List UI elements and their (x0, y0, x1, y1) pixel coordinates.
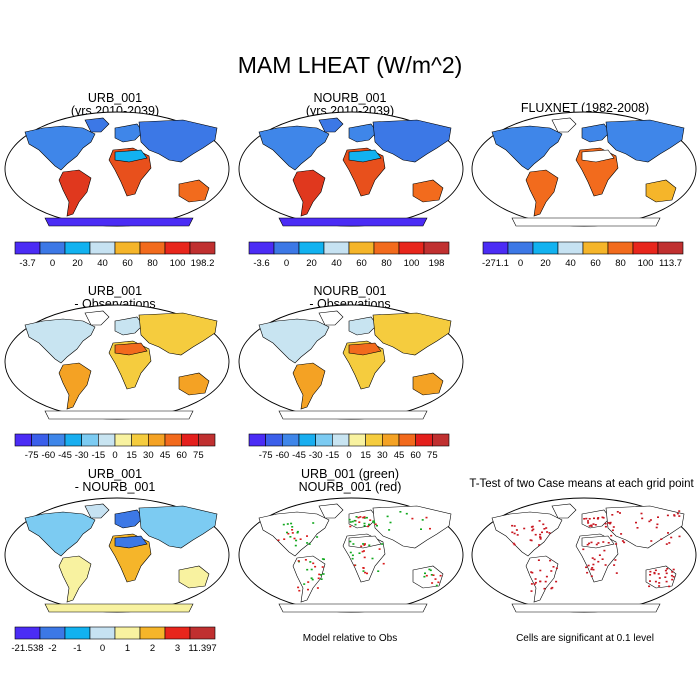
svg-text:-45: -45 (58, 450, 72, 461)
map-ttest (471, 497, 697, 613)
svg-text:-45: -45 (292, 450, 306, 461)
colorbar-urb-minus-nourb: -21.538 -2 -1 0 1 2 3 11.397 (11, 626, 217, 654)
note-model-relative: Model relative to Obs (302, 633, 398, 644)
svg-text:-3.7: -3.7 (19, 258, 35, 269)
svg-text:40: 40 (97, 258, 108, 269)
colorbar-urb: -3.7 0 20 40 60 80 100 198.2 (14, 241, 216, 269)
main-title: MAM LHEAT (W/m^2) (237, 52, 463, 78)
svg-text:2: 2 (150, 643, 155, 654)
svg-text:60: 60 (590, 258, 601, 269)
svg-text:-75: -75 (25, 450, 39, 461)
svg-text:20: 20 (72, 258, 83, 269)
svg-text:60: 60 (176, 450, 187, 461)
map-urb-minus-nourb (4, 497, 230, 613)
svg-text:75: 75 (193, 450, 204, 461)
svg-text:100: 100 (638, 258, 654, 269)
svg-text:-2: -2 (48, 643, 56, 654)
svg-text:-21.538: -21.538 (11, 643, 43, 654)
svg-text:-30: -30 (75, 450, 89, 461)
svg-text:80: 80 (615, 258, 626, 269)
colorbar-fluxnet: -271.1 0 20 40 60 80 100 113.7 (482, 241, 684, 269)
panel-title-urb-minus-nourb: URB_001- NOURB_001 (74, 467, 156, 494)
svg-text:80: 80 (147, 258, 158, 269)
svg-text:0: 0 (346, 450, 351, 461)
svg-text:0: 0 (284, 258, 289, 269)
svg-text:40: 40 (565, 258, 576, 269)
map-urb-obs (4, 304, 230, 420)
svg-text:-15: -15 (325, 450, 339, 461)
svg-text:-30: -30 (309, 450, 323, 461)
svg-text:-75: -75 (259, 450, 273, 461)
svg-text:60: 60 (410, 450, 421, 461)
svg-text:30: 30 (143, 450, 154, 461)
svg-text:45: 45 (160, 450, 171, 461)
svg-text:75: 75 (427, 450, 438, 461)
map-urb (4, 111, 230, 227)
colorbar-nourb-obs: -75 -60 -45 -30 -15 0 15 30 45 60 75 (248, 433, 450, 461)
svg-text:-60: -60 (275, 450, 289, 461)
svg-text:15: 15 (360, 450, 371, 461)
svg-text:15: 15 (126, 450, 137, 461)
svg-text:0: 0 (100, 643, 105, 654)
colorbar-nourb: -3.6 0 20 40 60 80 100 198 (248, 241, 450, 269)
svg-text:80: 80 (381, 258, 392, 269)
svg-text:40: 40 (331, 258, 342, 269)
colorbar-urb-obs: -75 -60 -45 -30 -15 0 15 30 45 60 75 (14, 433, 216, 461)
svg-text:30: 30 (377, 450, 388, 461)
panel-title-fluxnet: FLUXNET (1982-2008) (520, 101, 650, 115)
svg-text:0: 0 (50, 258, 55, 269)
map-nourb (238, 111, 464, 227)
svg-text:11.397: 11.397 (188, 643, 216, 654)
svg-text:-15: -15 (91, 450, 105, 461)
map-nourb-obs (238, 304, 464, 420)
svg-text:60: 60 (356, 258, 367, 269)
map-green-red (238, 497, 464, 613)
svg-text:45: 45 (394, 450, 405, 461)
svg-text:100: 100 (404, 258, 420, 269)
svg-text:-271.1: -271.1 (482, 258, 509, 269)
svg-text:60: 60 (122, 258, 133, 269)
svg-text:-60: -60 (41, 450, 55, 461)
svg-text:-3.6: -3.6 (253, 258, 269, 269)
svg-text:20: 20 (306, 258, 317, 269)
svg-text:198.2: 198.2 (191, 258, 215, 269)
svg-text:113.7: 113.7 (659, 258, 682, 269)
svg-text:1: 1 (125, 643, 130, 654)
svg-text:0: 0 (112, 450, 117, 461)
svg-text:198: 198 (429, 258, 445, 269)
svg-text:-1: -1 (73, 643, 81, 654)
panel-title-green-red: URB_001 (green) NOURB_001 (red) (298, 467, 402, 494)
svg-text:20: 20 (540, 258, 551, 269)
svg-text:0: 0 (518, 258, 523, 269)
map-fluxnet (471, 111, 697, 227)
note-significance: Cells are significant at 0.1 level (516, 633, 654, 644)
panel-title-ttest: T-Test of two Case means at each grid po… (469, 478, 694, 490)
svg-text:3: 3 (175, 643, 180, 654)
svg-text:100: 100 (170, 258, 186, 269)
